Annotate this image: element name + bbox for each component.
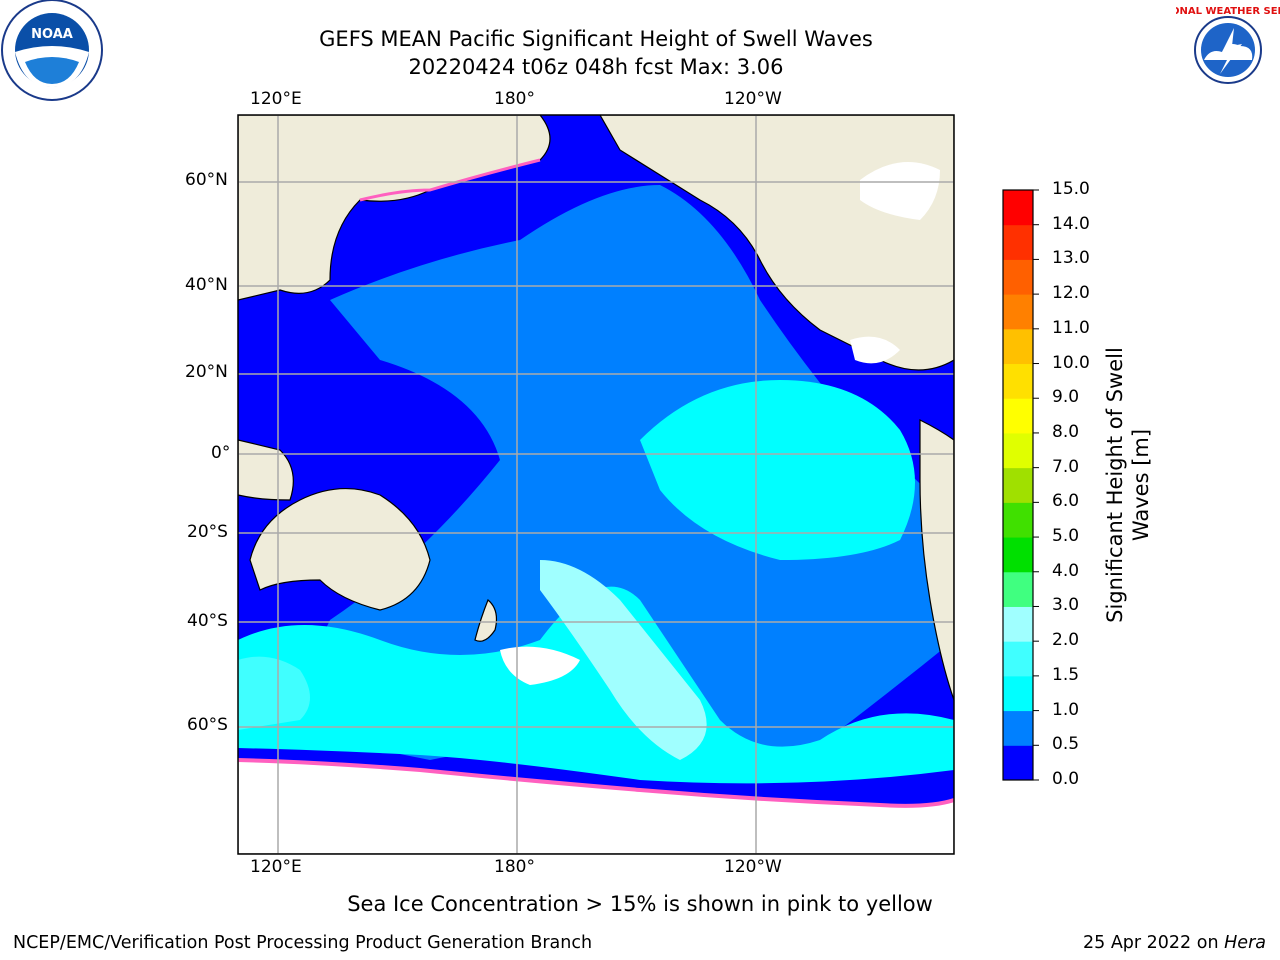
swell-zone-southwest — [238, 656, 310, 730]
colorbar-tick-label: 0.5 — [1052, 734, 1080, 755]
map-title: GEFS MEAN Pacific Significant Height of … — [319, 27, 873, 51]
nws-logo-text: NATIONAL WEATHER SERVICE — [1176, 6, 1280, 17]
colorbar-tick-label: 9.0 — [1052, 387, 1080, 408]
colorbar-swatch — [1003, 363, 1033, 399]
colorbar-swatch — [1003, 537, 1033, 573]
colorbar-tick-label: 0.0 — [1052, 769, 1080, 789]
lat-label-40s: 40°S — [187, 611, 228, 631]
colorbar-frame — [1002, 189, 1034, 781]
colorbar-tick-label: 12.0 — [1052, 283, 1090, 304]
colorbar-tick-label: 3.0 — [1052, 595, 1080, 616]
land-mask — [500, 162, 940, 685]
colorbar-swatch — [1003, 294, 1033, 330]
colorbar-tick-label: 15.0 — [1052, 179, 1090, 199]
colorbar-tick-label: 14.0 — [1052, 213, 1090, 234]
lon-label-180-bottom: 180° — [494, 857, 535, 877]
colorbar-swatch — [1003, 190, 1033, 226]
colorbar-swatch — [1003, 224, 1033, 260]
colorbar-tick-label: 1.0 — [1052, 699, 1080, 720]
swell-zone-high — [540, 560, 707, 760]
colorbar-swatch — [1003, 398, 1033, 434]
colorbar-tick-label: 7.0 — [1052, 456, 1080, 477]
lon-label-120w-bottom: 120°W — [724, 857, 782, 877]
map-subtitle: 20220424 t06z 048h fcst Max: 3.06 — [408, 55, 784, 79]
colorbar-title-line2: Waves [m] — [1129, 428, 1153, 542]
lat-label-20s: 20°S — [187, 522, 228, 542]
colorbar-swatch — [1003, 606, 1033, 642]
colorbar-swatch — [1003, 745, 1033, 781]
colorbar-swatch — [1003, 710, 1033, 746]
colorbar-tick-label: 8.0 — [1052, 421, 1080, 442]
colorbar-swatch — [1003, 641, 1033, 677]
colorbar-tick-label: 5.0 — [1052, 526, 1080, 547]
lon-label-120e-bottom: 120°E — [250, 857, 302, 877]
colorbar-swatch — [1003, 467, 1033, 503]
lat-label-60s: 60°S — [187, 715, 228, 735]
colorbar-swatch — [1003, 328, 1033, 365]
colorbar-title-line1: Significant Height of Swell — [1103, 347, 1127, 623]
colorbar-tick-label: 10.0 — [1052, 352, 1090, 373]
lat-label-equator: 0° — [211, 443, 231, 463]
colorbar-swatch — [1003, 259, 1033, 295]
colorbar-swatch — [1003, 571, 1033, 607]
lat-label-60n: 60°N — [185, 170, 228, 190]
colorbar-title: Significant Height of Swell Waves [m] — [1102, 305, 1154, 665]
sea-ice-note: Sea Ice Concentration > 15% is shown in … — [347, 892, 933, 916]
lat-label-40n: 40°N — [185, 275, 228, 295]
map-frame — [237, 114, 955, 855]
lon-label-120e-top: 120°E — [250, 89, 302, 109]
nws-logo: NATIONAL WEATHER SERVICE — [1176, 0, 1280, 100]
footer-date: 25 Apr 2022 on Hera — [1083, 933, 1266, 953]
footer-date-text: 25 Apr 2022 on — [1082, 933, 1219, 953]
lon-label-180-top: 180° — [494, 89, 535, 109]
colorbar-swatch — [1003, 502, 1033, 538]
colorbar-tick-label: 4.0 — [1052, 560, 1080, 581]
colorbar-tick-label: 2.0 — [1052, 630, 1080, 651]
swell-zone-east-tropics — [640, 380, 915, 560]
noaa-logo: NOAA — [1, 0, 103, 101]
lon-label-120w-top: 120°W — [724, 89, 782, 109]
lat-label-20n: 20°N — [185, 362, 228, 382]
colorbar-swatch — [1003, 432, 1033, 469]
colorbar-tick-label: 1.5 — [1052, 664, 1080, 685]
map-gridlines — [238, 115, 954, 854]
sea-ice-edge-north — [359, 158, 541, 202]
swell-zone-southern-ocean — [238, 586, 954, 784]
colorbar-tick-label: 11.0 — [1052, 317, 1090, 338]
colorbar-swatch — [1003, 675, 1033, 712]
swell-zone-medium — [315, 185, 954, 760]
sea-ice-edge-south — [238, 758, 954, 808]
footer-machine: Hera — [1224, 933, 1266, 953]
noaa-logo-text: NOAA — [31, 27, 73, 42]
colorbar-tick-label: 6.0 — [1052, 491, 1080, 512]
footer-branch: NCEP/EMC/Verification Post Processing Pr… — [13, 933, 593, 953]
colorbar — [1002, 189, 1039, 781]
colorbar-tick-label: 13.0 — [1052, 248, 1090, 269]
